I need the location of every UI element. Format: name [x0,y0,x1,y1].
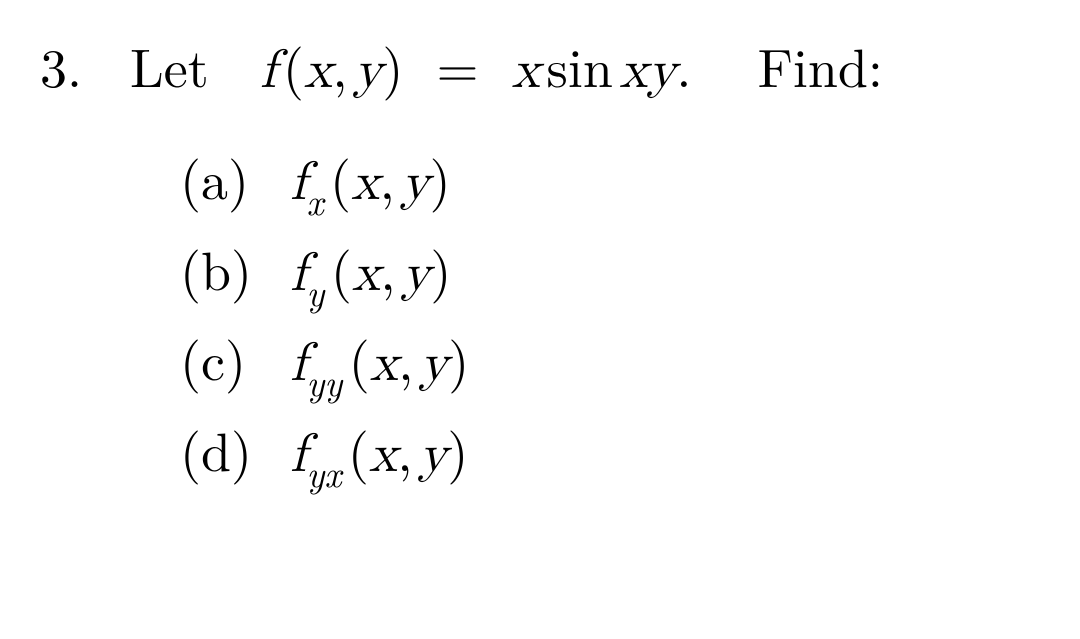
var-y: y [419,428,448,482]
open-paren: ( [348,410,369,487]
comma: , [332,26,347,103]
open-paren: ( [349,319,370,396]
rhs-x: x [512,44,541,98]
let-text: Let [130,26,209,103]
var-y: y [354,44,383,98]
func-f: f [260,44,277,98]
subpart-expr: fyx(x,y) [290,420,468,488]
var-y: y [401,156,430,210]
equals-sign: = [436,26,478,103]
open-paren: ( [330,138,351,215]
close-paren: ) [430,229,451,306]
rhs-y: y [648,44,677,98]
subpart-expr: fy(x,y) [290,239,451,307]
subscript: yy [307,355,343,407]
var-x: x [352,247,381,301]
subpart-label: (d) [180,420,290,478]
subscript: yx [307,446,342,498]
problem-number: 3. [40,30,130,100]
func-f: f [290,428,307,482]
subpart-label: (b) [180,239,290,297]
subpart-label: (c) [180,329,290,387]
var-x: x [351,156,380,210]
sin: sin [547,26,613,103]
subpart-d: (d) fyx(x,y) [180,420,1040,488]
problem-statement: 3. Let f(x,y) = xsinxy. Find: [40,30,1040,106]
close-paren: ) [430,138,451,215]
var-y: y [420,337,449,391]
close-paren: ) [382,26,403,103]
rhs-x2: x [619,44,648,98]
subscript: y [307,265,325,317]
subpart-c: (c) fyy(x,y) [180,329,1040,397]
period: . [676,26,691,103]
comma: , [380,138,395,215]
open-paren: ( [331,229,352,306]
comma: , [380,229,395,306]
comma: , [398,319,413,396]
close-paren: ) [447,410,468,487]
var-x: x [370,337,399,391]
var-x: x [304,44,333,98]
comma: , [397,410,412,487]
subpart-a: (a) fx(x,y) [180,148,1040,216]
func-f: f [290,247,307,301]
close-paren: ) [448,319,469,396]
open-paren: ( [283,26,304,103]
subparts-list: (a) fx(x,y) (b) fy(x,y) (c) fyy(x,y) (d)… [180,148,1040,488]
func-f: f [290,337,307,391]
var-x: x [369,428,398,482]
subpart-expr: fyy(x,y) [290,329,469,397]
var-y: y [402,247,431,301]
subscript: x [307,174,324,226]
func-f: f [290,156,307,210]
problem-body: Let f(x,y) = xsinxy. Find: [130,30,883,106]
subpart-b: (b) fy(x,y) [180,239,1040,307]
subpart-expr: fx(x,y) [290,148,451,216]
subpart-label: (a) [180,148,290,206]
find-text: Find: [758,26,883,103]
